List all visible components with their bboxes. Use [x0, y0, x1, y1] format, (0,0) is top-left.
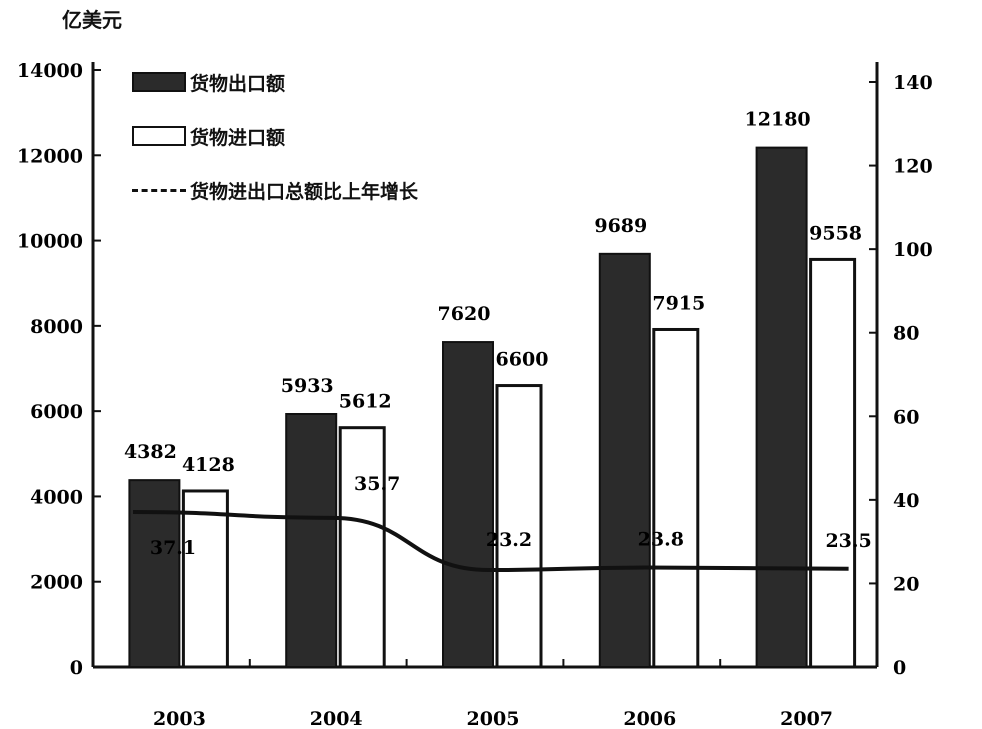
data-label-exports: 5933: [281, 375, 334, 397]
legend-swatch-growth: [132, 188, 186, 192]
data-label-exports: 12180: [745, 109, 811, 131]
data-label-imports: 9558: [809, 222, 862, 244]
bar-imports: [809, 257, 857, 669]
legend-swatch-imports: [132, 126, 186, 146]
left-axis-tick-label: 2000: [30, 572, 83, 594]
right-axis-tick-label: 80: [893, 323, 919, 345]
right-axis-tick-label: 40: [893, 490, 919, 512]
bar-imports: [338, 426, 386, 669]
left-axis-tick-label: 10000: [17, 231, 83, 253]
bar-exports: [598, 252, 651, 669]
y-axis-unit-label: 亿美元: [62, 8, 122, 32]
right-axis-tick-label: 20: [893, 573, 919, 595]
bar-exports: [755, 146, 808, 669]
right-axis-tick-label: 60: [893, 406, 919, 428]
left-axis-tick-label: 0: [70, 657, 83, 679]
bar-imports: [652, 327, 700, 669]
legend-item-exports: 货物出口额: [132, 68, 418, 96]
x-axis-category-label: 2005: [467, 708, 520, 729]
data-label-growth: 23.8: [638, 529, 684, 551]
left-axis-tick-label: 6000: [30, 401, 83, 423]
x-axis-category-label: 2006: [623, 708, 676, 729]
left-axis-tick-label: 12000: [17, 145, 83, 167]
data-label-growth: 35.7: [354, 473, 400, 495]
left-axis-tick-label: 14000: [17, 60, 83, 82]
data-label-imports: 5612: [339, 391, 392, 413]
right-axis-tick-label: 0: [893, 657, 906, 679]
legend-label-exports: 货物出口额: [190, 72, 286, 95]
bar-exports: [128, 479, 181, 668]
legend-label-growth: 货物进出口总额比上年增长: [190, 180, 419, 203]
left-axis-tick-label: 4000: [30, 486, 83, 508]
data-label-growth: 23.2: [486, 529, 532, 551]
right-axis-tick-label: 140: [893, 72, 933, 94]
data-label-imports: 7915: [652, 292, 705, 314]
data-label-imports: 4128: [182, 454, 235, 476]
legend: 货物出口额 货物进口额 货物进出口总额比上年增长: [132, 68, 418, 204]
bar-exports: [285, 412, 338, 669]
legend-item-imports: 货物进口额: [132, 122, 418, 150]
right-axis-tick-label: 120: [893, 156, 933, 178]
data-label-growth: 23.5: [825, 530, 871, 552]
x-axis-category-label: 2007: [780, 708, 833, 729]
data-label-growth: 37.1: [150, 537, 196, 559]
legend-item-growth: 货物进出口总额比上年增长: [132, 176, 418, 204]
bar-exports: [442, 341, 494, 668]
left-axis-tick-label: 8000: [30, 316, 83, 338]
data-label-exports: 7620: [438, 303, 491, 325]
line-growth: [132, 509, 849, 573]
x-axis-category-label: 2003: [153, 708, 206, 729]
legend-swatch-exports: [132, 72, 186, 92]
bar-imports: [181, 489, 229, 669]
x-axis-category-label: 2004: [310, 708, 363, 729]
data-label-imports: 6600: [496, 349, 549, 371]
data-label-exports: 9689: [594, 215, 647, 237]
right-axis-tick-label: 100: [893, 239, 933, 261]
data-label-exports: 4382: [124, 441, 177, 463]
legend-label-imports: 货物进口额: [190, 126, 286, 149]
bar-imports: [495, 384, 543, 669]
